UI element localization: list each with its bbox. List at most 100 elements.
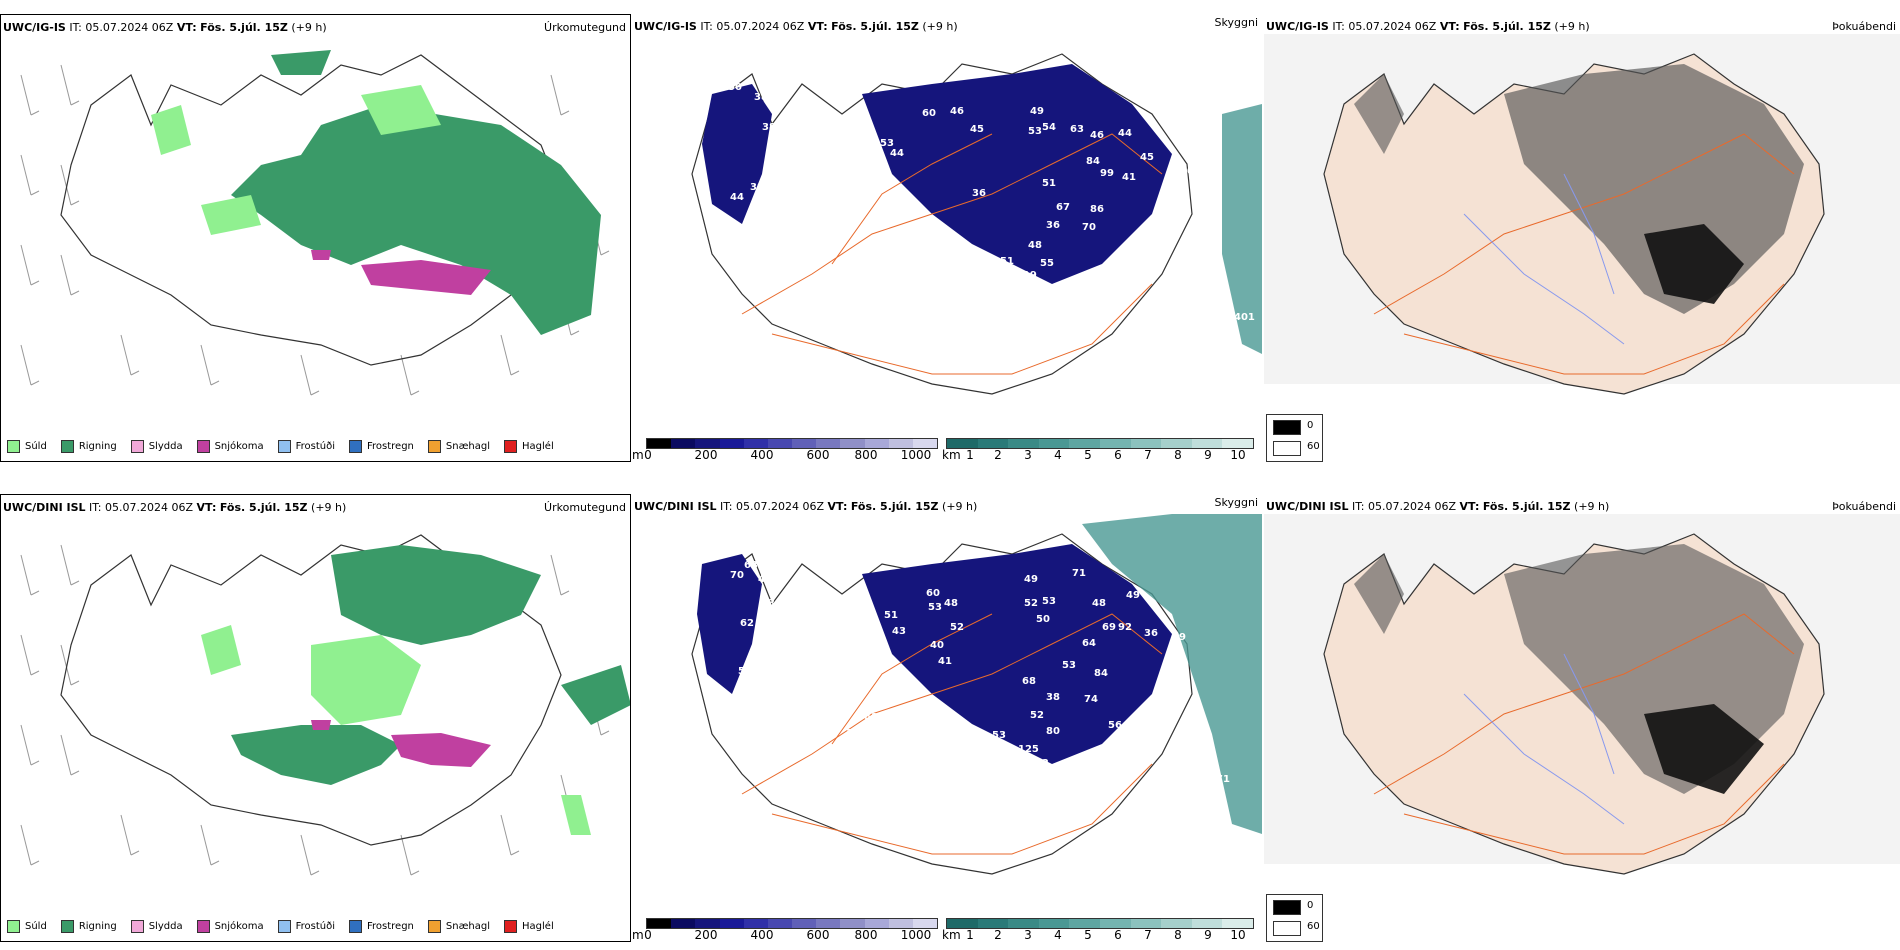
precip-snow-areas [311,720,491,767]
cloudbase-label: 48 [1092,598,1106,609]
colorbar-bin [1222,919,1253,928]
cloudbase-label: 84 [1094,668,1108,679]
fog-legend-label: 0 [1307,420,1314,431]
cloud-header: UWC/DINI ISL IT: 05.07.2024 06Z VT: Fös.… [634,500,977,513]
cloudbase-label: 38 [754,92,768,103]
vt-label: VT: [1439,20,1460,33]
colorbar-tick: 800 [854,448,878,462]
colorbar-bin [888,919,913,928]
legend-item: Snjókoma [196,440,264,453]
cloudbase-label: 60 [922,108,936,119]
legend-label: Súld [25,441,47,452]
vt-value: Fös. 5.júl. 15Z [219,501,308,514]
colorbar-tick: 0 [644,448,652,462]
lead-time: (+9 h) [942,500,978,513]
colorbar-tick: 200 [694,928,718,942]
roads [741,133,1163,375]
colorbar-bin [1130,439,1162,448]
cloudbase-label: 50 [1036,614,1050,625]
cloudbase-label: 53 [1028,126,1042,137]
colorbar-bin [1191,439,1223,448]
lead-time: (+9 h) [1554,20,1590,33]
colorbar-tick: 800 [854,928,878,942]
cloudbase-label: 166 [1052,774,1073,785]
cloudbase-label: 49 [1030,106,1044,117]
colorbar-tick: 2 [994,928,1002,942]
colorbar-bin [1191,919,1223,928]
fog-legend-swatch [1273,921,1301,936]
cloudbase-label: 38 [762,122,776,133]
roads [1373,133,1795,375]
cloudbase-label: 46 [1166,204,1180,215]
colorbar-tick: 7 [1144,928,1152,942]
cloudbase-label: 99 [1100,168,1114,179]
legend-label: Snæhagl [445,921,491,932]
cloudbase-label: 45 [970,124,984,135]
cloudbase-label: 52 [1030,710,1044,721]
legend-swatch [130,920,144,933]
panel-title: Skyggni [1214,16,1258,29]
visibility-areas [1082,514,1262,834]
cloudbase-label: 43 [896,242,910,253]
vt-label: VT: [1459,500,1480,513]
cloudbase-label: 63 [744,560,758,571]
cloudbase-label: 192 [1028,758,1049,769]
legend-label: Rigning [78,921,117,932]
colorbar-tick: 6 [1114,928,1122,942]
cloudbase-label: 45 [954,720,968,731]
colorbar-bin [767,439,793,448]
cloudbase-label: 53 [928,602,942,613]
colorbar-bin [1099,439,1131,448]
colorbar-bin [864,439,889,448]
it-value: 05.07.2024 06Z [716,20,805,33]
cloudbase-label: 54 [1042,122,1056,133]
fog-legend-label: 60 [1307,441,1320,452]
vt-value: Fös. 5.júl. 15Z [850,500,939,513]
colorbar-bin [719,439,744,448]
model-name: UWC/DINI ISL [634,500,717,513]
cloudbase-label: 40 [1180,166,1194,177]
cloudbase-label: 44 [890,148,904,159]
model-name: UWC/DINI ISL [1266,500,1349,513]
it-value: 05.07.2024 06Z [105,501,194,514]
colorbar-bin [1038,919,1070,928]
cloudbase-label: 70 [730,570,744,581]
fog-legend: 0 60 [1266,894,1323,942]
fog-header: UWC/DINI ISL IT: 05.07.2024 06Z VT: Fös.… [1266,500,1609,513]
precip-header: UWC/DINI ISL IT: 05.07.2024 06Z VT: Fös.… [3,501,346,514]
cloudbase-label: 38 [750,182,764,193]
colorbar-tick: 9 [1204,448,1212,462]
it-label: IT: [89,501,102,514]
model-name: UWC/DINI ISL [3,501,86,514]
colorbar-tick: 5 [1084,448,1092,462]
cloudbase-label: 74 [1084,694,1098,705]
cloudbase-map-top: UWC/IG-IS IT: 05.07.2024 06Z VT: Fös. 5.… [632,14,1262,462]
legend-swatch [349,920,362,933]
cloudbase-label: 53 [1062,660,1076,671]
vt-label: VT: [176,21,197,34]
colorbar-bin [767,919,793,928]
legend-item: Súld [7,920,47,933]
legend-item: Frostregn [349,920,414,933]
lead-time: (+9 h) [922,20,958,33]
legend-item: Súld [7,440,47,453]
cloudbase-label: 67 [1056,202,1070,213]
panel-title: Skyggni [1214,496,1258,509]
cloudbase-label: 64 [1082,638,1096,649]
precip-header: UWC/IG-IS IT: 05.07.2024 06Z VT: Fös. 5.… [3,21,327,34]
cloudbase-label: 45 [754,656,768,667]
legend-item: Rigning [60,920,117,933]
cloudbase-label: 401 [1234,312,1255,323]
colorbar-bin [671,919,696,928]
panel-title: Úrkomutegund [544,21,626,34]
cloudbase-label: 53 [1042,596,1056,607]
colorbar-bin [743,919,768,928]
cloudbase-label: 55 [1040,258,1054,269]
cloudbase-label: 63 [1070,124,1084,135]
cloudbase-colorbar-strip [646,438,938,449]
colorbar-bin [947,439,978,448]
cloudbase-label: 153 [1026,286,1047,297]
colorbar-bin [888,439,913,448]
model-name: UWC/IG-IS [3,21,66,34]
colorbar-bin [840,439,865,448]
